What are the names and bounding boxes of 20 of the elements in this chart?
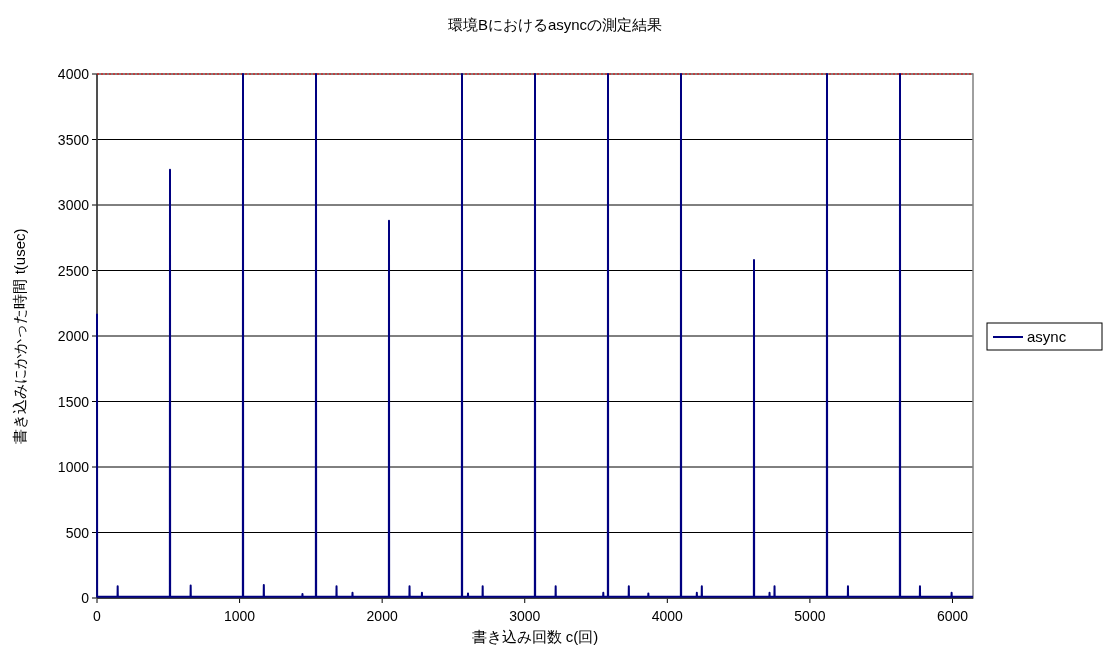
y-axis-title: 書き込みにかかった時間 t(usec) [11,228,28,444]
y-tick-label: 500 [65,524,90,541]
legend-label: async [1027,328,1067,345]
y-tick-label: 3000 [57,197,90,213]
y-tick-label: 0 [81,590,90,606]
y-tick-label: 2500 [57,262,90,279]
chart-title: 環境Bにおけるasyncの測定結果 [447,16,663,33]
y-tick-label: 1500 [57,393,90,410]
x-tick-label: 5000 [794,608,826,624]
y-tick-label: 2000 [57,328,90,344]
y-tick-label: 3500 [57,131,90,148]
x-tick-label: 2000 [366,608,398,624]
x-tick-label: 3000 [509,608,541,624]
x-tick-label: 6000 [936,608,969,624]
x-tick-label: 1000 [224,608,256,624]
y-tick-label: 1000 [57,459,90,475]
x-tick-label: 4000 [651,608,684,624]
x-tick-label: 0 [93,608,102,624]
x-axis-title: 書き込み回数 c(回) [471,628,599,645]
y-tick-label: 4000 [57,66,90,82]
